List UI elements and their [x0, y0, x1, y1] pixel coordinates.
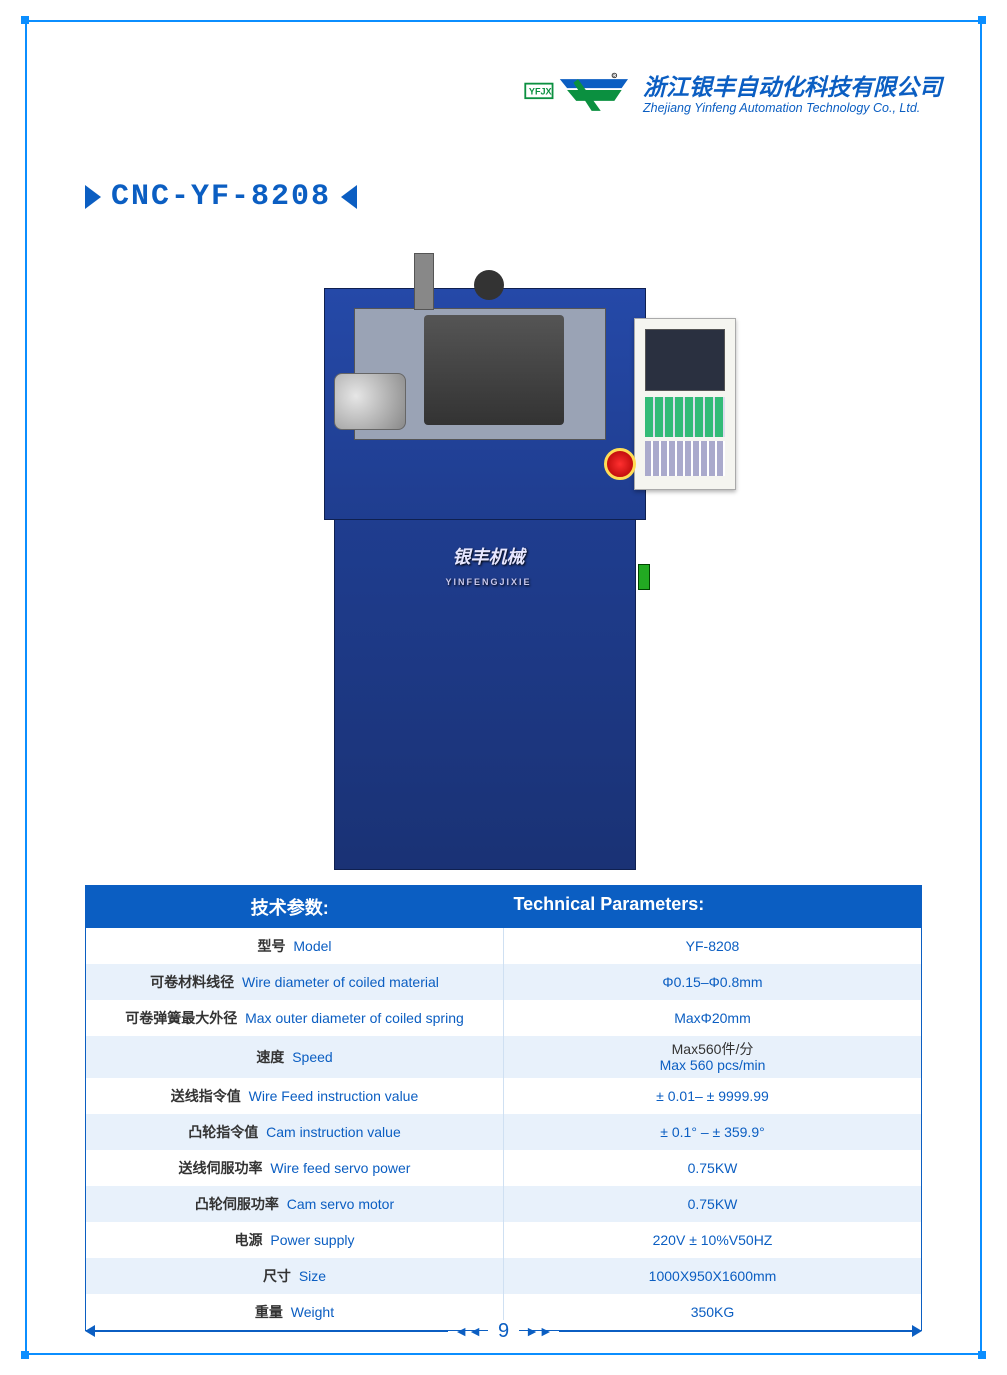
spec-header-en: Technical Parameters:: [494, 894, 922, 920]
footer-ornament-left: ◄◄: [448, 1323, 488, 1339]
spec-label: 重量 Weight: [86, 1294, 504, 1330]
brand-plate-cn: 银丰机械: [453, 547, 525, 567]
spec-label: 凸轮伺服功率 Cam servo motor: [86, 1186, 504, 1222]
logo-badge-text: YFJX: [529, 87, 552, 97]
function-keys: [645, 397, 725, 437]
corner-marker: [978, 1351, 986, 1359]
product-image-area: 银丰机械 YINFENGJIXIE: [0, 230, 1007, 870]
product-title-section: CNC-YF-8208: [85, 180, 357, 214]
brand-plate: 银丰机械 YINFENGJIXIE: [414, 543, 564, 590]
spec-label-cn: 凸轮伺服功率: [195, 1196, 279, 1212]
spec-row: 型号 ModelYF-8208: [86, 928, 921, 964]
company-name-en: Zhejiang Yinfeng Automation Technology C…: [643, 101, 942, 116]
footer-arrow-left-icon: [85, 1325, 95, 1337]
spec-value: 0.75KW: [504, 1150, 922, 1186]
spec-label-en: Speed: [288, 1049, 332, 1065]
spec-row: 凸轮伺服功率 Cam servo motor0.75KW: [86, 1186, 921, 1222]
spec-row: 电源 Power supply220V ± 10%V50HZ: [86, 1222, 921, 1258]
corner-marker: [21, 1351, 29, 1359]
triangle-left-icon: [341, 185, 357, 209]
cnc-control-panel: [634, 318, 736, 490]
page-number: 9: [488, 1320, 519, 1343]
footer-ornament-right: ►►: [519, 1323, 559, 1339]
machine-illustration: 银丰机械 YINFENGJIXIE: [294, 260, 714, 870]
adjustment-knob: [474, 270, 504, 300]
spec-value: Φ0.15–Φ0.8mm: [504, 964, 922, 1000]
company-header: YFJX R 浙江银丰自动化科技有限公司 Zhejiang Yinfeng Au…: [523, 70, 942, 120]
emergency-stop-button: [604, 448, 636, 480]
spec-value: ± 0.1° – ± 359.9°: [504, 1114, 922, 1150]
spec-table: 技术参数: Technical Parameters: 型号 ModelYF-8…: [85, 885, 922, 1331]
feed-cylinder: [334, 373, 406, 430]
spec-label-cn: 速度: [256, 1049, 284, 1065]
page-footer: ◄◄ 9 ►►: [85, 1327, 922, 1335]
lcd-screen: [645, 329, 725, 391]
spec-label: 送线指令值 Wire Feed instruction value: [86, 1078, 504, 1114]
spec-label-en: Wire diameter of coiled material: [238, 974, 439, 990]
spec-label-en: Wire Feed instruction value: [245, 1088, 419, 1104]
brand-plate-en: YINFENGJIXIE: [445, 577, 531, 587]
spec-label-cn: 送线伺服功率: [179, 1160, 263, 1176]
spec-label-en: Cam servo motor: [283, 1196, 394, 1212]
spec-label-en: Cam instruction value: [262, 1124, 401, 1140]
spec-value-cn: Max560件/分: [505, 1041, 920, 1057]
spec-label-en: Max outer diameter of coiled spring: [241, 1010, 464, 1026]
spec-label: 型号 Model: [86, 928, 504, 964]
spec-label-cn: 重量: [255, 1304, 283, 1320]
spec-row: 可卷弹簧最大外径 Max outer diameter of coiled sp…: [86, 1000, 921, 1036]
spec-label-cn: 送线指令值: [171, 1088, 241, 1104]
spec-label-cn: 型号: [257, 938, 285, 954]
spec-value: ± 0.01– ± 9999.99: [504, 1078, 922, 1114]
spec-row: 可卷材料线径 Wire diameter of coiled materialΦ…: [86, 964, 921, 1000]
spec-header-cn: 技术参数:: [86, 894, 494, 920]
spec-row: 送线伺服功率 Wire feed servo power0.75KW: [86, 1150, 921, 1186]
spec-label: 电源 Power supply: [86, 1222, 504, 1258]
spec-label-en: Wire feed servo power: [267, 1160, 411, 1176]
spec-label: 可卷弹簧最大外径 Max outer diameter of coiled sp…: [86, 1000, 504, 1036]
spec-value: YF-8208: [504, 928, 922, 964]
spec-row: 凸轮指令值 Cam instruction value± 0.1° – ± 35…: [86, 1114, 921, 1150]
spec-value: 0.75KW: [504, 1186, 922, 1222]
spec-table-body: 型号 ModelYF-8208可卷材料线径 Wire diameter of c…: [86, 928, 921, 1330]
spec-value: 350KG: [504, 1294, 922, 1330]
spec-label-en: Weight: [287, 1304, 334, 1320]
company-logo: YFJX R: [523, 70, 633, 120]
spec-label-cn: 凸轮指令值: [188, 1124, 258, 1140]
spec-label-cn: 可卷材料线径: [150, 974, 234, 990]
spec-row: 送线指令值 Wire Feed instruction value± 0.01–…: [86, 1078, 921, 1114]
spec-label: 可卷材料线径 Wire diameter of coiled material: [86, 964, 504, 1000]
spec-value: 220V ± 10%V50HZ: [504, 1222, 922, 1258]
spec-label: 凸轮指令值 Cam instruction value: [86, 1114, 504, 1150]
spec-value: MaxΦ20mm: [504, 1000, 922, 1036]
product-title: CNC-YF-8208: [111, 180, 331, 214]
spec-label-en: Size: [295, 1268, 326, 1284]
spec-label: 送线伺服功率 Wire feed servo power: [86, 1150, 504, 1186]
spec-row: 速度 SpeedMax560件/分Max 560 pcs/min: [86, 1036, 921, 1078]
spec-table-header: 技术参数: Technical Parameters:: [86, 886, 921, 928]
spec-label-en: Power supply: [267, 1232, 355, 1248]
spec-value: Max560件/分Max 560 pcs/min: [504, 1036, 922, 1078]
company-name-cn: 浙江银丰自动化科技有限公司: [643, 74, 942, 102]
triangle-right-icon: [85, 185, 101, 209]
vertical-guide: [414, 253, 434, 310]
corner-marker: [21, 16, 29, 24]
spec-label-cn: 电源: [235, 1232, 263, 1248]
spec-value-en: Max 560 pcs/min: [505, 1057, 920, 1073]
footer-arrow-right-icon: [912, 1325, 922, 1337]
power-switch: [638, 564, 650, 590]
spec-label: 速度 Speed: [86, 1036, 504, 1078]
spec-row: 尺寸 Size1000X950X1600mm: [86, 1258, 921, 1294]
tooling-assembly: [424, 315, 564, 425]
spec-label-cn: 可卷弹簧最大外径: [125, 1010, 237, 1026]
spec-label-cn: 尺寸: [263, 1268, 291, 1284]
spec-value: 1000X950X1600mm: [504, 1258, 922, 1294]
numeric-keypad: [645, 441, 725, 476]
spec-label-en: Model: [289, 938, 331, 954]
corner-marker: [978, 16, 986, 24]
spec-label: 尺寸 Size: [86, 1258, 504, 1294]
